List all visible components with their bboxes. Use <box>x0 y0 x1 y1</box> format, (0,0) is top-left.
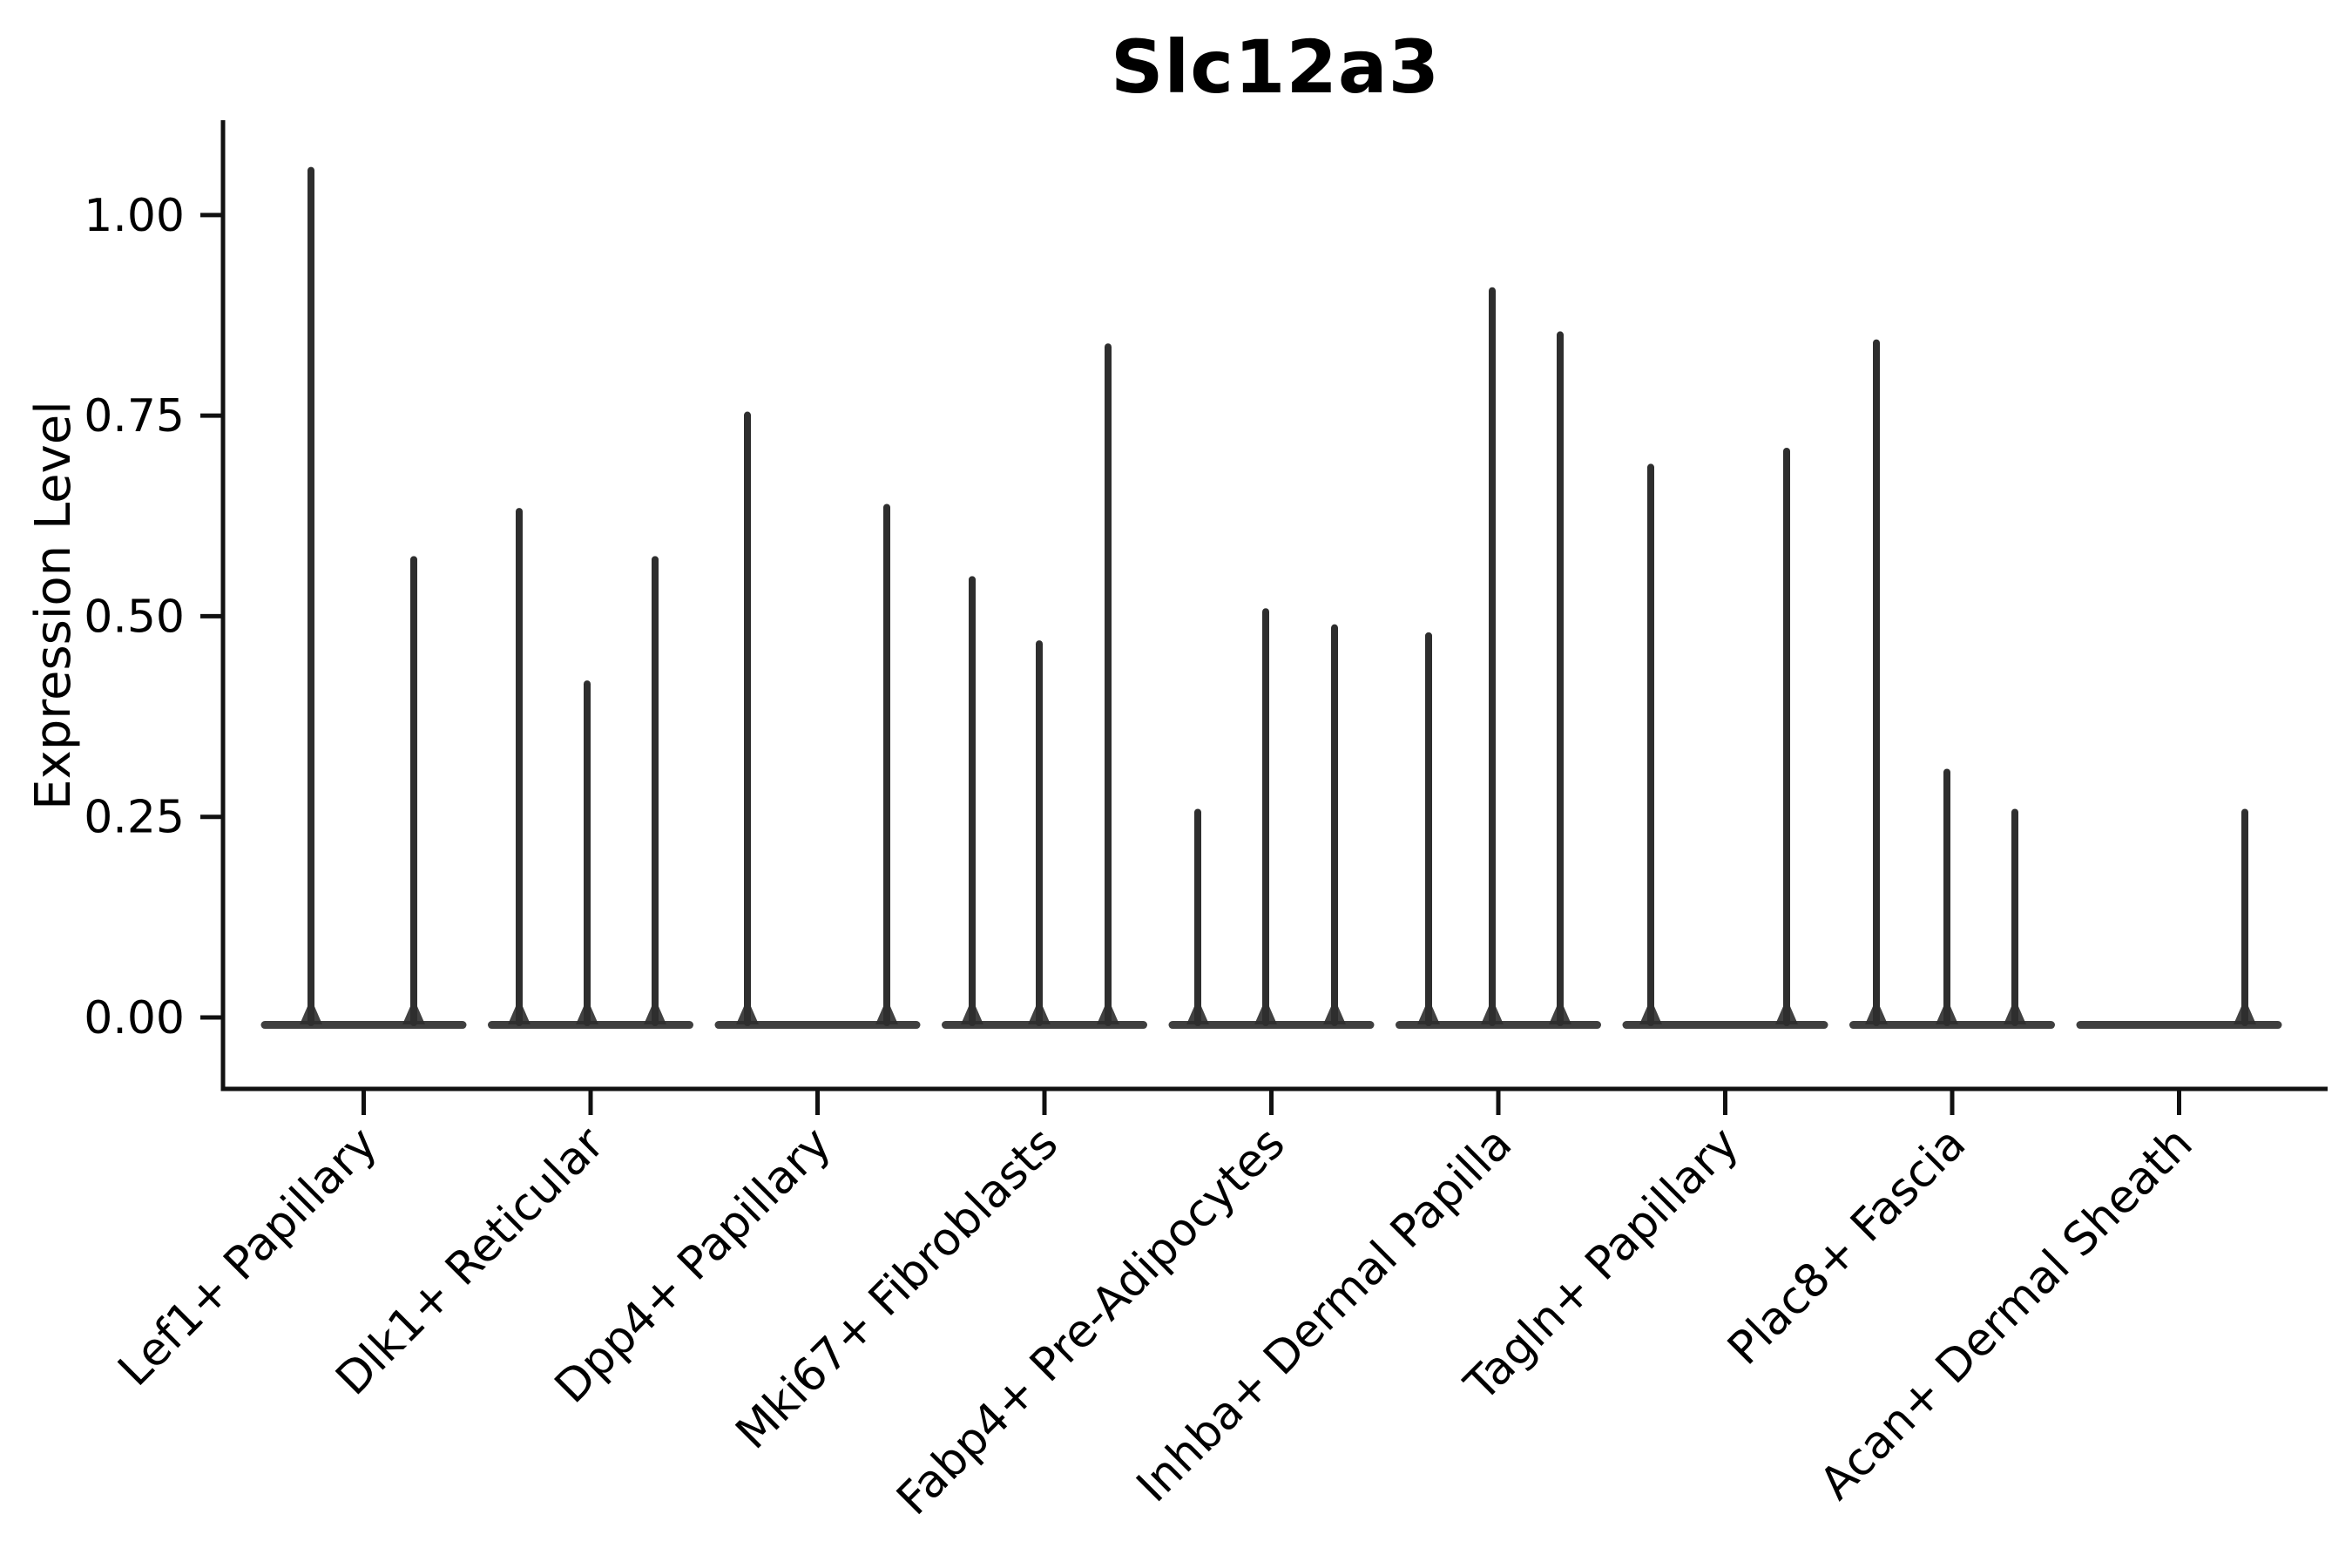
x-tick-label: Plac8+ Fascia <box>1718 1118 1976 1375</box>
x-tick-label: Fabp4+ Pre-Adipocytes <box>887 1118 1294 1525</box>
y-tick-label: 0.75 <box>84 390 185 443</box>
x-tick-label: Inhba+ Dermal Papilla <box>1127 1118 1522 1512</box>
x-tick-label: Acan+ Dermal Sheath <box>1810 1118 2203 1511</box>
chart-title: Slc12a3 <box>1110 24 1441 110</box>
y-tick-label: 0.50 <box>84 591 185 643</box>
y-tick-label: 1.00 <box>84 190 185 242</box>
y-tick-label: 0.25 <box>84 792 185 844</box>
violin-baseline <box>942 1021 1147 1030</box>
violin-baseline <box>1849 1021 2055 1030</box>
violin-baseline <box>488 1021 693 1030</box>
violin-baseline <box>714 1021 921 1030</box>
violin-baseline <box>260 1021 467 1030</box>
y-tick-label: 0.00 <box>84 992 185 1044</box>
violin-baseline <box>2076 1021 2282 1030</box>
violin-baseline <box>1168 1021 1375 1030</box>
